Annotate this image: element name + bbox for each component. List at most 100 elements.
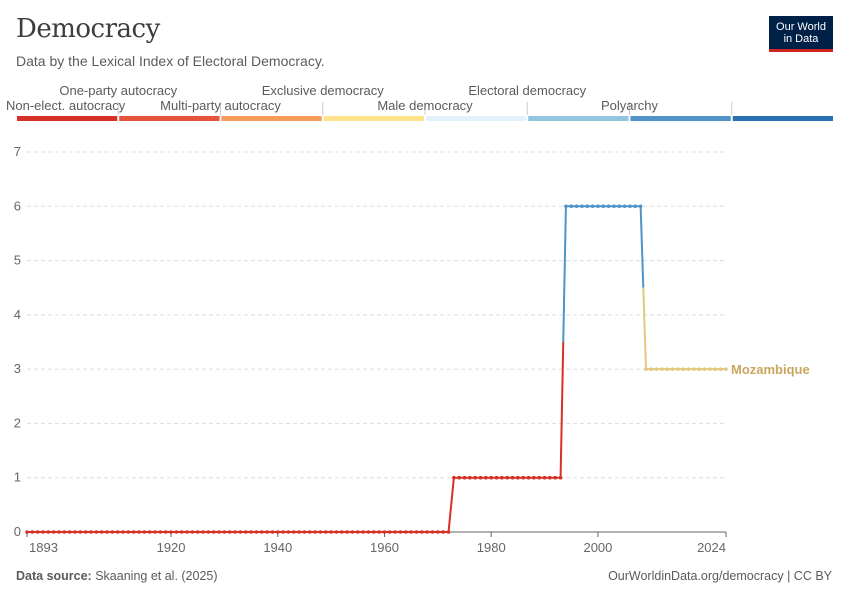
data-point (622, 204, 627, 209)
legend-swatch (630, 116, 731, 121)
data-point (318, 530, 323, 534)
y-tick-label: 1 (14, 470, 21, 485)
data-point (676, 367, 680, 371)
data-point (708, 367, 712, 371)
legend-label: Multi-party autocracy (160, 98, 281, 113)
series-transition (639, 206, 645, 288)
source-text[interactable]: Skaaning et al. (2025) (95, 569, 218, 583)
data-source: Data source: Skaaning et al. (2025) (16, 569, 218, 583)
data-point (436, 530, 440, 534)
y-tick-label: 7 (14, 144, 21, 159)
data-point (115, 530, 120, 534)
chart-title: Democracy (16, 14, 160, 44)
data-point (105, 530, 109, 534)
series-label: Mozambique (731, 362, 810, 377)
data-point (414, 530, 419, 534)
data-point (286, 530, 291, 534)
legend-label: Non-elect. autocracy (6, 98, 126, 113)
data-point (233, 530, 237, 534)
data-point (484, 475, 488, 480)
data-point (169, 530, 173, 534)
y-tick-label: 3 (14, 361, 21, 376)
data-point (718, 367, 723, 371)
data-point (302, 530, 307, 534)
data-point (665, 367, 670, 371)
data-point (227, 530, 232, 534)
x-tick-label: 1960 (370, 540, 399, 555)
legend-label: Exclusive democracy (262, 83, 385, 98)
source-label: Data source: (16, 569, 92, 583)
series-transition (447, 504, 453, 533)
series-transition (450, 477, 455, 505)
footer-credit[interactable]: OurWorldinData.org/democracy | CC BY (608, 569, 832, 583)
x-tick-label: 1940 (263, 540, 292, 555)
data-point (494, 475, 499, 480)
legend-swatch (17, 116, 118, 121)
legend-swatch (221, 116, 322, 121)
data-point (702, 367, 707, 371)
data-point (654, 367, 659, 371)
data-point (89, 530, 93, 534)
data-point (254, 530, 259, 534)
data-point (62, 530, 67, 534)
data-point (388, 530, 392, 534)
data-point (526, 475, 531, 480)
data-point (356, 530, 360, 534)
data-point (697, 367, 702, 371)
data-point (686, 367, 691, 371)
data-point (281, 530, 285, 534)
data-point (366, 530, 371, 534)
data-point (409, 530, 413, 534)
data-point (83, 530, 88, 534)
data-point (601, 204, 606, 209)
data-point (329, 530, 333, 534)
data-point (121, 530, 125, 534)
data-point (457, 475, 462, 480)
data-point (377, 530, 381, 534)
data-point (548, 475, 552, 480)
series-mozambique (25, 204, 728, 534)
data-point (430, 530, 435, 534)
data-point (185, 530, 189, 534)
data-point (649, 367, 654, 371)
data-point (361, 530, 365, 534)
data-point (297, 530, 301, 534)
data-point (521, 475, 526, 480)
legend-label: Electoral democracy (468, 83, 586, 98)
data-point (291, 530, 296, 534)
data-point (574, 204, 579, 209)
y-tick-label: 4 (14, 307, 21, 322)
data-point (153, 530, 157, 534)
data-point (580, 204, 584, 209)
data-point (334, 530, 339, 534)
data-point (489, 475, 494, 480)
x-tick-label: 1893 (29, 540, 58, 555)
data-point (345, 530, 349, 534)
data-point (404, 530, 408, 534)
data-point (617, 204, 622, 209)
data-point (537, 475, 542, 480)
data-point (478, 475, 483, 480)
owid-logo[interactable]: Our World in Data (769, 16, 833, 52)
data-point (179, 530, 184, 534)
data-point (147, 530, 152, 534)
data-point (628, 204, 632, 209)
data-point (217, 530, 221, 534)
data-point (35, 530, 40, 534)
legend-label: One-party autocracy (59, 83, 177, 98)
series-transition (642, 287, 647, 370)
data-point (163, 530, 168, 534)
data-point (441, 530, 445, 534)
legend-swatch (528, 116, 629, 121)
data-point (606, 204, 611, 209)
legend-swatch (732, 116, 833, 121)
x-tick-label: 1980 (477, 540, 506, 555)
data-point (382, 530, 387, 534)
data-point (398, 530, 403, 534)
legend-swatch (119, 116, 220, 121)
data-point (724, 367, 728, 371)
data-point (67, 530, 72, 534)
series-transition (559, 341, 565, 478)
data-point (78, 530, 83, 534)
